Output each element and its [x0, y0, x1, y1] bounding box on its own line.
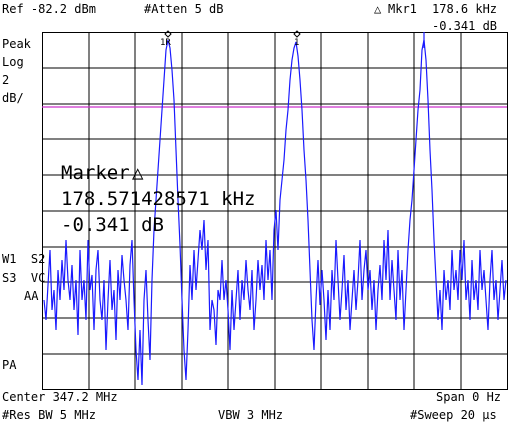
span: Span 0 Hz: [436, 390, 502, 404]
scale-unit: dB/: [2, 91, 24, 105]
marker-box-title: Marker: [61, 162, 130, 184]
marker-readout-frequency: 178.6 kHz: [432, 2, 498, 16]
sweep-time: #Sweep 20 µs: [410, 408, 497, 422]
video-bandwidth: VBW 3 MHz: [218, 408, 284, 422]
delta-icon: △: [132, 162, 144, 184]
ref-level: Ref -82.2 dBm: [2, 2, 96, 16]
delta-icon: △: [374, 2, 382, 16]
resolution-bandwidth: #Res BW 5 MHz: [2, 408, 96, 422]
trace-modes-row3: AA: [24, 289, 39, 303]
marker-1r[interactable]: [164, 30, 172, 38]
marker-readout-amplitude: -0.341 dB: [432, 19, 498, 33]
scale-type: Log: [2, 55, 24, 69]
diamond-marker-icon: [164, 30, 172, 38]
marker-box-amplitude: -0.341 dB: [61, 214, 164, 236]
marker-tag-1r: 1R: [160, 38, 171, 48]
marker-box-frequency: 178.571428571 kHz: [61, 188, 256, 210]
trace-modes-row2: S3 VC: [2, 271, 46, 285]
spectrum-trace: [43, 39, 507, 386]
scale-value: 2: [2, 73, 10, 87]
trace-modes-row1: W1 S2: [2, 252, 46, 266]
pa-indicator: PA: [2, 358, 17, 372]
marker-1[interactable]: [293, 30, 301, 38]
marker-tag-1: 1: [294, 38, 300, 48]
detector-label: Peak: [2, 37, 31, 51]
graticule: [42, 32, 508, 390]
diamond-marker-icon: [293, 30, 301, 38]
center-frequency: Center 347.2 MHz: [2, 390, 118, 404]
attenuation: #Atten 5 dB: [144, 2, 224, 16]
marker-readout-label: Mkr1: [388, 2, 417, 16]
